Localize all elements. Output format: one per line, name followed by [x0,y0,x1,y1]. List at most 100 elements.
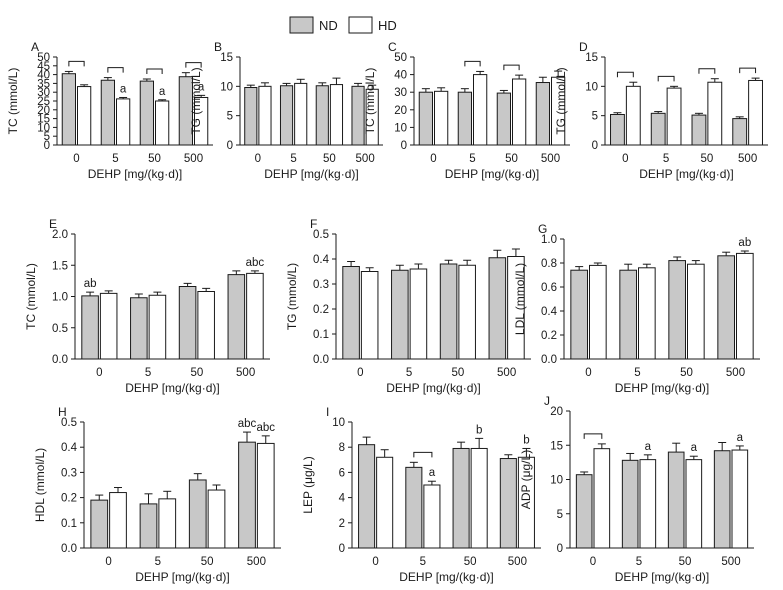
x-tick-label: 500 [541,153,560,165]
bar-nd [667,451,685,549]
y-tick-label: 0.4 [313,254,330,266]
y-axis-label: ADP (μg/L) [519,450,533,509]
y-tick-label: 2 [339,518,345,530]
bar-hd [148,294,167,360]
x-tick-label: 0 [430,153,436,165]
panel-label: J [544,394,550,408]
bar-nd [452,447,470,549]
x-tick-label: 500 [726,367,745,379]
x-axis-label: DEHP [mg/(kg·d)] [135,570,229,584]
x-axis-label: DEHP [mg/(kg·d)] [125,381,219,395]
bar-hd [409,268,428,360]
panel-j: J 0 5 10 15 20 ADP (μg/L) DEHP [mg/(kg·d)] 0 5 a 50… [519,394,754,584]
legend-hd-label: HD [378,18,397,33]
panel-label: D [579,40,588,54]
panel-label: I [326,405,329,419]
y-tick-label: 30 [394,87,407,99]
x-tick-label: 5 [155,556,161,568]
x-tick-label: 5 [634,367,640,379]
x-tick-label: 5 [663,153,669,165]
y-tick-label: 0 [592,140,598,152]
y-axis-label: TG (mmol/L) [285,263,299,330]
bar-hd [109,492,127,549]
bar-nd [732,118,748,146]
y-tick-label: 0.3 [313,279,329,291]
bar-hd [434,90,449,146]
significance-letter: a [691,442,698,454]
bar-hd [258,85,272,146]
significance-bracket [413,451,433,458]
bar-nd [496,92,511,146]
bar-hd [376,456,394,549]
y-tick-label: 0.4 [61,442,78,454]
y-tick-label: 0.8 [541,258,557,270]
bar-hd [685,459,703,549]
significance-bracket [616,71,634,78]
panel-label: G [538,222,547,236]
bar-hd [639,459,657,549]
y-tick-label: 4 [339,493,346,505]
bar-hd [736,252,754,360]
y-tick-label: 0 [557,543,563,555]
x-tick-label: 0 [105,556,111,568]
bar-nd [358,444,376,549]
bar-hd [116,98,131,146]
x-tick-label: 500 [247,556,266,568]
y-tick-label: 5 [592,111,598,123]
y-tick-label: 0.4 [541,306,558,318]
bar-nd [405,466,423,549]
y-tick-label: 30 [37,87,50,99]
legend-nd-label: ND [319,18,338,33]
x-tick-label: 50 [464,556,477,568]
y-tick-label: 0.0 [52,354,68,366]
bar-nd [139,503,158,549]
bar-nd [391,269,409,360]
y-tick-label: 0.6 [541,282,557,294]
x-tick-label: 5 [112,153,118,165]
significance-bracket [698,68,716,74]
significance-bracket [657,75,675,82]
y-axis-label: LDL (mmol/L) [513,263,527,335]
panel-c: C 0 10 20 30 40 50 TC (mmol/L) DEHP [mg/(kg·d)] 0… [363,40,570,181]
x-tick-label: 0 [585,367,591,379]
bar-nd [457,91,472,146]
bar-nd [499,458,517,549]
y-axis-label: HDL (mmol/L) [33,448,47,522]
bar-nd [570,269,589,360]
x-tick-label: 0 [372,556,378,568]
y-axis-label: TC (mmol/L) [363,68,377,135]
significance-bracket [68,60,85,67]
x-tick-label: 0 [622,153,628,165]
bar-nd [610,113,625,146]
significance-letter: a [429,467,436,479]
significance-letter: a [645,441,652,453]
bar-hd [731,449,749,549]
y-axis-label: TG (mmol/L) [189,67,203,134]
significance-letter: b [476,424,482,436]
significance-letter: abc [246,257,265,269]
legend-nd-swatch [289,16,314,34]
bar-hd [246,272,264,360]
bar-nd [81,295,99,360]
bar-nd [90,499,109,549]
x-tick-label: 5 [290,153,296,165]
panel-label: A [31,40,39,54]
panel-label: E [49,217,57,231]
bar-hd [666,87,682,146]
y-axis-label: TC (mmol/L) [24,263,38,330]
panel-label: B [214,40,222,54]
x-tick-label: 500 [738,153,757,165]
significance-letter: abc [256,422,275,434]
y-tick-label: 20 [394,105,407,117]
bar-hd [329,84,344,146]
significance-bracket [185,62,202,68]
x-tick-label: 5 [469,153,475,165]
panel-i: I 0 2 4 6 8 10 LEP (μg/L) DEHP [mg/(kg·d)] 0 5 a 50 b… [301,405,541,584]
significance-letter: a [198,81,205,93]
bar-nd [650,112,666,146]
significance-bracket [146,68,163,74]
x-tick-label: 50 [148,153,161,165]
y-tick-label: 45 [37,61,50,73]
bar-nd [717,255,736,360]
